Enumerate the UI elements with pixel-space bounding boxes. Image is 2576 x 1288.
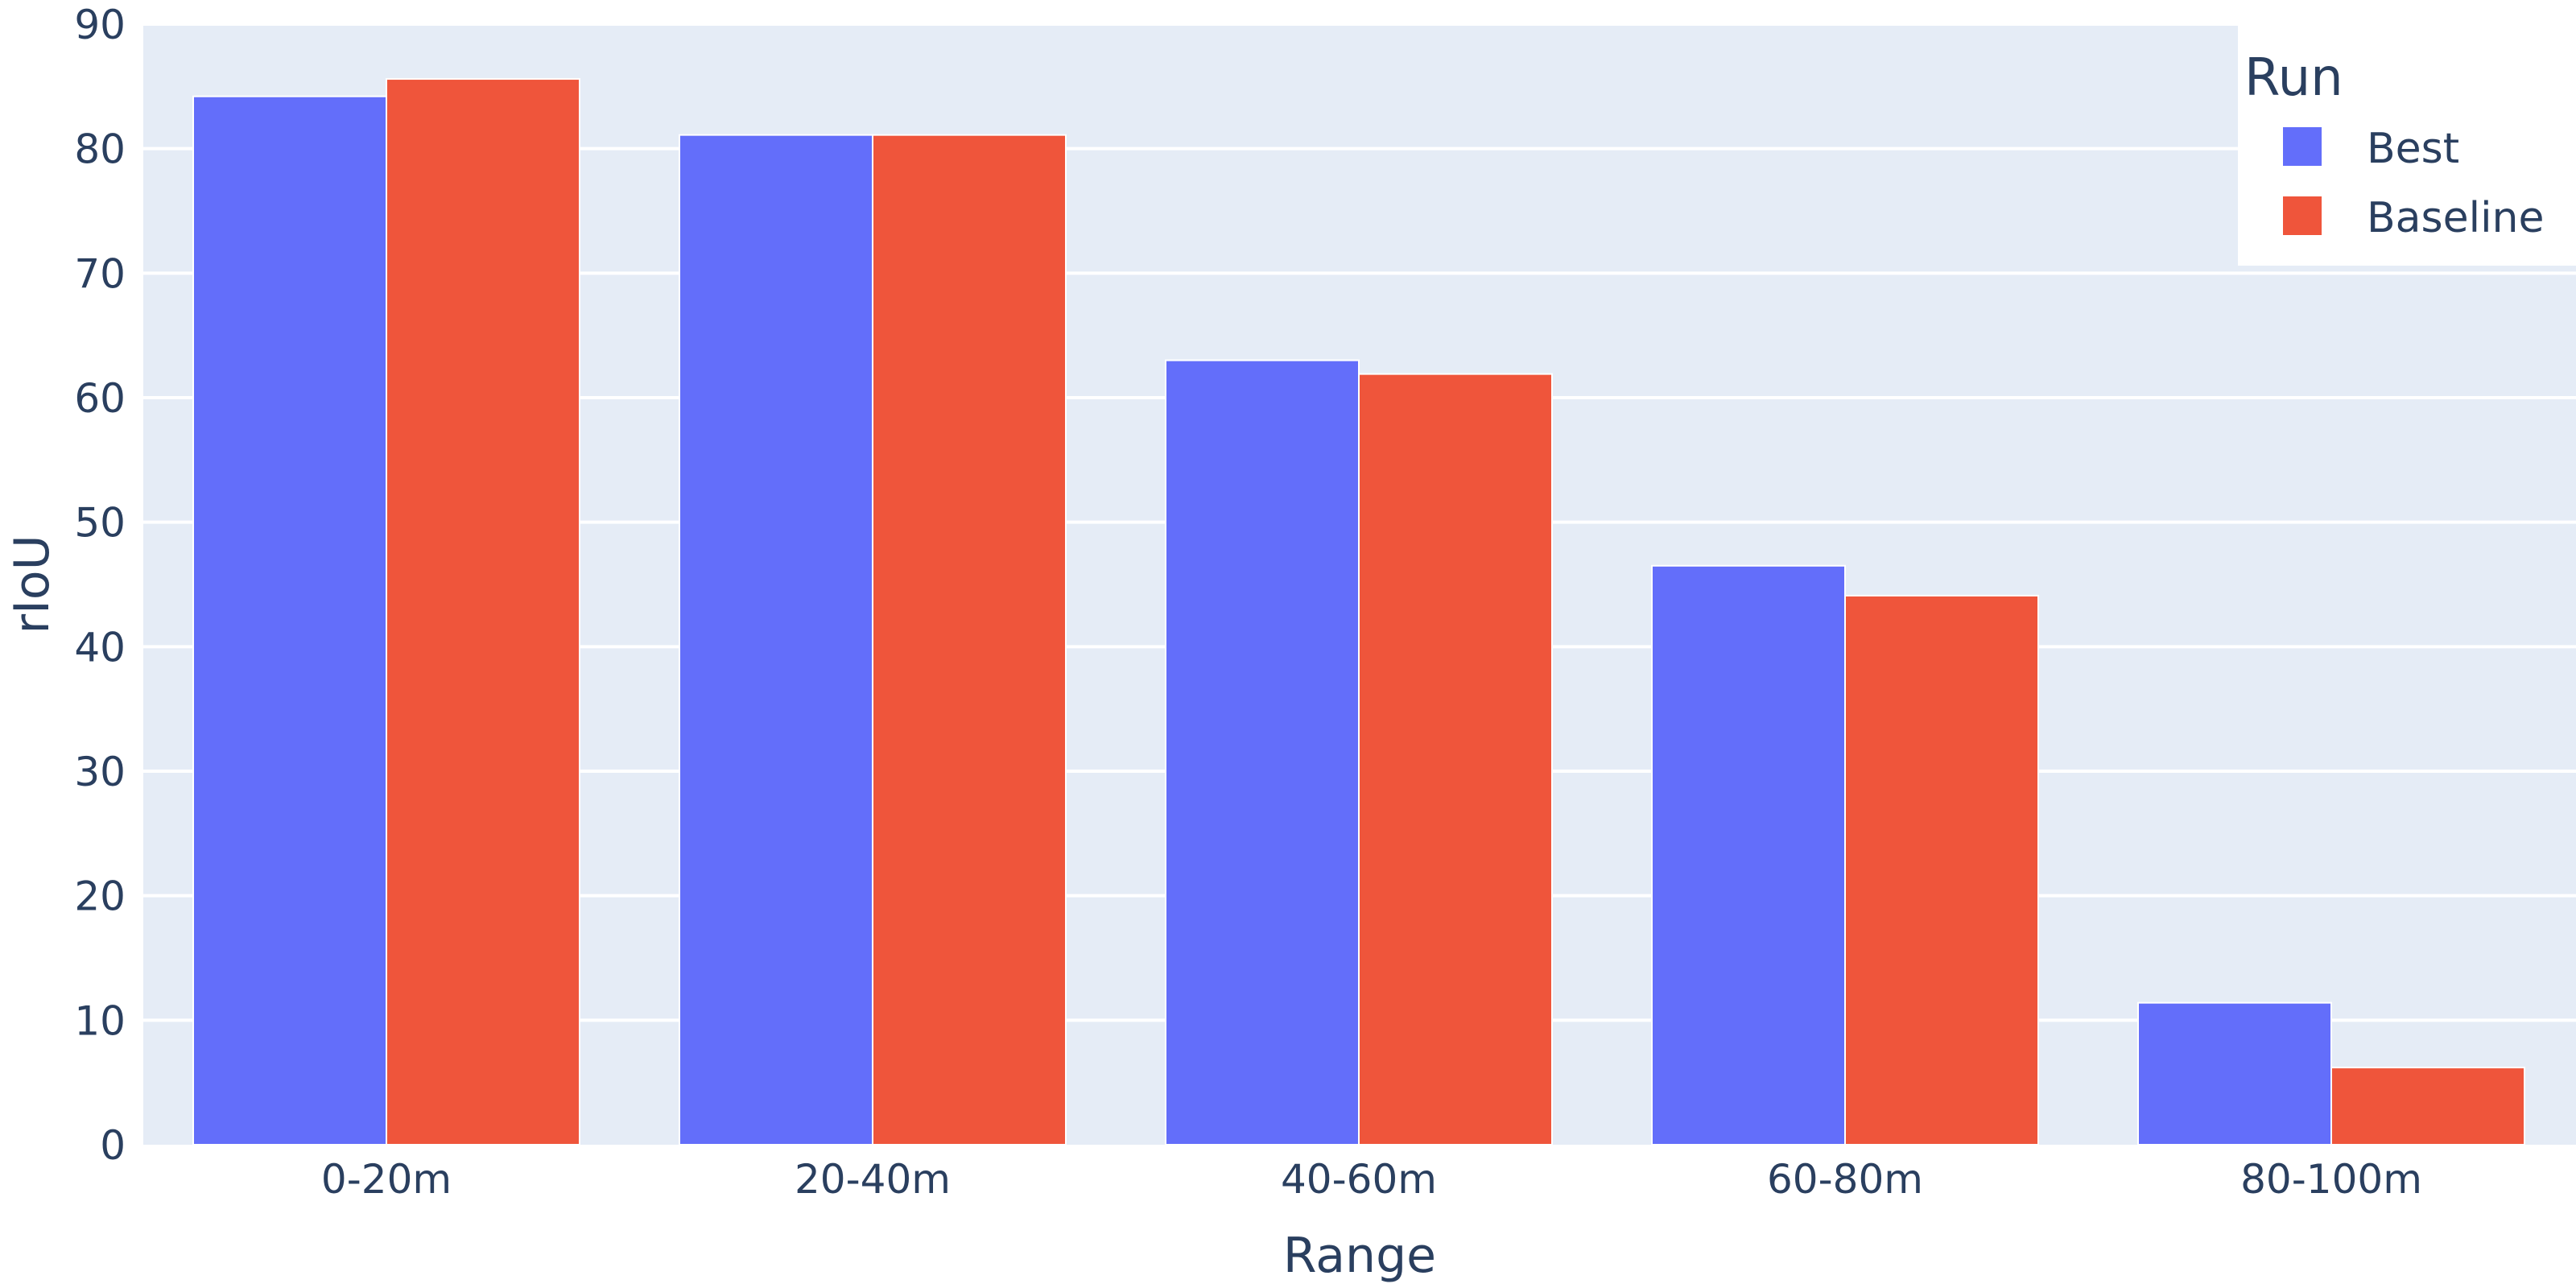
y-tick-label: 40 <box>74 624 126 671</box>
bar-baseline-0-20m[interactable] <box>386 78 580 1146</box>
bar-best-40-60m[interactable] <box>1165 359 1360 1146</box>
y-tick-label: 50 <box>74 500 126 547</box>
legend-label-baseline[interactable]: Baseline <box>2367 194 2544 242</box>
legend-swatch-icon[interactable] <box>2283 196 2322 235</box>
bar-baseline-20-40m[interactable] <box>872 134 1067 1146</box>
legend[interactable]: Run Best Baseline <box>2238 24 2576 266</box>
x-tick-label: 60-80m <box>1767 1156 1923 1203</box>
bar-best-80-100m[interactable] <box>2137 1001 2332 1146</box>
y-axis-title: rIoU <box>4 535 60 634</box>
x-tick-label: 0-20m <box>321 1156 452 1203</box>
legend-label-best[interactable]: Best <box>2367 125 2459 173</box>
y-tick-label: 30 <box>74 749 126 795</box>
bars <box>192 78 2525 1146</box>
x-axis-ticks: 0-20m 20-40m 40-60m 60-80m 80-100m <box>321 1156 2422 1203</box>
bar-best-0-20m[interactable] <box>192 95 387 1146</box>
y-tick-label: 70 <box>74 250 126 297</box>
legend-title: Run <box>2244 48 2343 108</box>
y-tick-label: 0 <box>100 1122 126 1169</box>
x-axis-title: Range <box>1283 1228 1436 1284</box>
y-tick-label: 90 <box>74 2 126 48</box>
x-tick-label: 80-100m <box>2240 1156 2422 1203</box>
bar-baseline-40-60m[interactable] <box>1358 373 1553 1146</box>
y-tick-label: 80 <box>74 126 126 173</box>
x-tick-label: 20-40m <box>795 1156 951 1203</box>
y-tick-label: 20 <box>74 873 126 920</box>
y-axis-ticks: 0 10 20 30 40 50 60 70 80 90 <box>74 2 126 1169</box>
bar-baseline-80-100m[interactable] <box>2330 1067 2525 1146</box>
y-tick-label: 60 <box>74 375 126 422</box>
y-tick-label: 10 <box>74 997 126 1044</box>
legend-swatch-icon[interactable] <box>2283 127 2322 166</box>
x-tick-label: 40-60m <box>1281 1156 1437 1203</box>
bar-best-20-40m[interactable] <box>679 134 873 1146</box>
bar-best-60-80m[interactable] <box>1651 564 1846 1146</box>
bar-baseline-60-80m[interactable] <box>1844 594 2039 1146</box>
